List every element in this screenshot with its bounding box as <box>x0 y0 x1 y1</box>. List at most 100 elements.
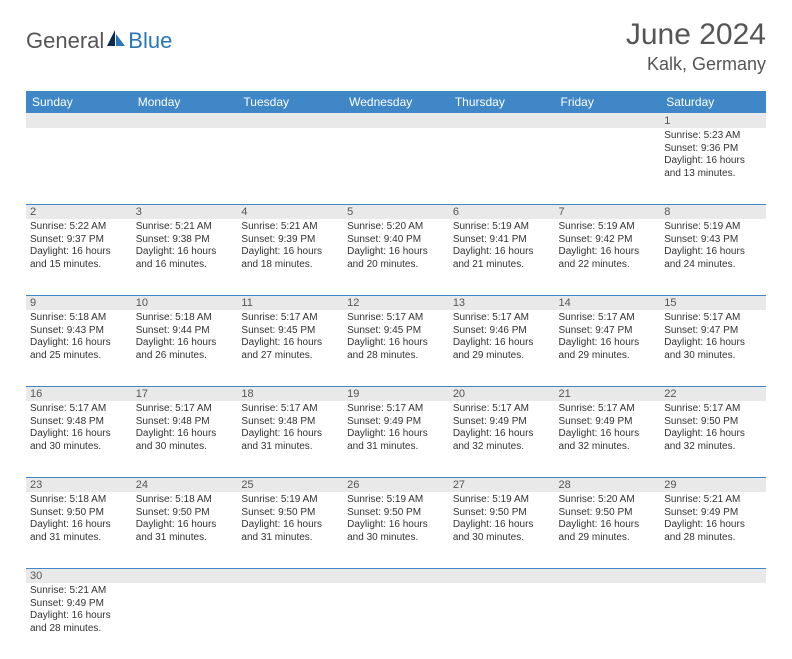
sunrise-line: Sunrise: 5:20 AM <box>347 221 445 234</box>
day-cell: Sunrise: 5:19 AMSunset: 9:50 PMDaylight:… <box>449 492 555 568</box>
day-number: 30 <box>26 568 132 583</box>
day-cell <box>237 583 343 659</box>
daylight-line: Daylight: 16 hours and 28 minutes. <box>664 519 762 544</box>
day-number: 8 <box>660 204 766 219</box>
sunrise-line: Sunrise: 5:21 AM <box>30 585 128 598</box>
sunrise-line: Sunrise: 5:19 AM <box>453 221 551 234</box>
sunset-line: Sunset: 9:43 PM <box>30 325 128 338</box>
daylight-line: Daylight: 16 hours and 27 minutes. <box>241 337 339 362</box>
daynum-row: 1 <box>26 113 766 128</box>
day-number: 21 <box>555 386 661 401</box>
day-number: 18 <box>237 386 343 401</box>
sunset-line: Sunset: 9:38 PM <box>136 234 234 247</box>
day-cell <box>132 128 238 204</box>
sunrise-line: Sunrise: 5:18 AM <box>136 494 234 507</box>
logo-text: General Blue <box>26 28 172 54</box>
sunrise-line: Sunrise: 5:19 AM <box>664 221 762 234</box>
day-cell: Sunrise: 5:21 AMSunset: 9:38 PMDaylight:… <box>132 219 238 295</box>
sunrise-line: Sunrise: 5:17 AM <box>664 403 762 416</box>
sunrise-line: Sunrise: 5:17 AM <box>559 312 657 325</box>
sunset-line: Sunset: 9:48 PM <box>241 416 339 429</box>
daynum-row: 16171819202122 <box>26 386 766 401</box>
day-number <box>26 113 132 128</box>
sunrise-line: Sunrise: 5:17 AM <box>664 312 762 325</box>
sunrise-line: Sunrise: 5:17 AM <box>453 403 551 416</box>
sunrise-line: Sunrise: 5:18 AM <box>136 312 234 325</box>
daynum-row: 23242526272829 <box>26 477 766 492</box>
week-row: Sunrise: 5:17 AMSunset: 9:48 PMDaylight:… <box>26 401 766 477</box>
sunset-line: Sunset: 9:49 PM <box>453 416 551 429</box>
day-cell: Sunrise: 5:19 AMSunset: 9:41 PMDaylight:… <box>449 219 555 295</box>
day-number <box>555 113 661 128</box>
day-number: 28 <box>555 477 661 492</box>
sunset-line: Sunset: 9:49 PM <box>30 598 128 611</box>
day-cell: Sunrise: 5:18 AMSunset: 9:43 PMDaylight:… <box>26 310 132 386</box>
day-number <box>449 113 555 128</box>
day-cell <box>660 583 766 659</box>
week-row: Sunrise: 5:23 AMSunset: 9:36 PMDaylight:… <box>26 128 766 204</box>
daylight-line: Daylight: 16 hours and 25 minutes. <box>30 337 128 362</box>
daylight-line: Daylight: 16 hours and 31 minutes. <box>347 428 445 453</box>
sunset-line: Sunset: 9:49 PM <box>559 416 657 429</box>
day-number <box>237 113 343 128</box>
sunset-line: Sunset: 9:50 PM <box>30 507 128 520</box>
day-header: Friday <box>555 91 661 113</box>
sunrise-line: Sunrise: 5:21 AM <box>136 221 234 234</box>
day-cell: Sunrise: 5:19 AMSunset: 9:50 PMDaylight:… <box>237 492 343 568</box>
day-cell: Sunrise: 5:17 AMSunset: 9:50 PMDaylight:… <box>660 401 766 477</box>
daylight-line: Daylight: 16 hours and 20 minutes. <box>347 246 445 271</box>
day-cell <box>343 128 449 204</box>
sunset-line: Sunset: 9:46 PM <box>453 325 551 338</box>
sunset-line: Sunset: 9:50 PM <box>241 507 339 520</box>
sunrise-line: Sunrise: 5:18 AM <box>30 312 128 325</box>
sunrise-line: Sunrise: 5:19 AM <box>559 221 657 234</box>
week-row: Sunrise: 5:22 AMSunset: 9:37 PMDaylight:… <box>26 219 766 295</box>
day-cell: Sunrise: 5:17 AMSunset: 9:49 PMDaylight:… <box>555 401 661 477</box>
page-title: June 2024 <box>626 18 766 52</box>
day-number: 11 <box>237 295 343 310</box>
daylight-line: Daylight: 16 hours and 31 minutes. <box>241 428 339 453</box>
day-number: 27 <box>449 477 555 492</box>
day-cell: Sunrise: 5:17 AMSunset: 9:45 PMDaylight:… <box>343 310 449 386</box>
day-cell: Sunrise: 5:22 AMSunset: 9:37 PMDaylight:… <box>26 219 132 295</box>
day-number: 24 <box>132 477 238 492</box>
logo-text-part2: Blue <box>128 28 172 53</box>
week-row: Sunrise: 5:18 AMSunset: 9:50 PMDaylight:… <box>26 492 766 568</box>
sunrise-line: Sunrise: 5:17 AM <box>136 403 234 416</box>
sunset-line: Sunset: 9:44 PM <box>136 325 234 338</box>
sunset-line: Sunset: 9:50 PM <box>136 507 234 520</box>
daylight-line: Daylight: 16 hours and 29 minutes. <box>559 337 657 362</box>
header: General Blue June 2024 Kalk, Germany <box>0 0 792 83</box>
day-header: Thursday <box>449 91 555 113</box>
daylight-line: Daylight: 16 hours and 30 minutes. <box>347 519 445 544</box>
daylight-line: Daylight: 16 hours and 18 minutes. <box>241 246 339 271</box>
sunrise-line: Sunrise: 5:17 AM <box>559 403 657 416</box>
day-cell: Sunrise: 5:17 AMSunset: 9:47 PMDaylight:… <box>555 310 661 386</box>
daylight-line: Daylight: 16 hours and 24 minutes. <box>664 246 762 271</box>
daylight-line: Daylight: 16 hours and 28 minutes. <box>30 610 128 635</box>
day-cell: Sunrise: 5:17 AMSunset: 9:46 PMDaylight:… <box>449 310 555 386</box>
day-number <box>343 568 449 583</box>
day-number <box>449 568 555 583</box>
day-number: 6 <box>449 204 555 219</box>
sunset-line: Sunset: 9:45 PM <box>347 325 445 338</box>
day-cell: Sunrise: 5:19 AMSunset: 9:42 PMDaylight:… <box>555 219 661 295</box>
sunset-line: Sunset: 9:47 PM <box>559 325 657 338</box>
day-header: Monday <box>132 91 238 113</box>
day-cell <box>132 583 238 659</box>
day-cell <box>343 583 449 659</box>
day-number: 7 <box>555 204 661 219</box>
sail-icon <box>105 28 127 48</box>
day-number: 4 <box>237 204 343 219</box>
day-cell: Sunrise: 5:21 AMSunset: 9:39 PMDaylight:… <box>237 219 343 295</box>
day-cell: Sunrise: 5:19 AMSunset: 9:43 PMDaylight:… <box>660 219 766 295</box>
day-cell: Sunrise: 5:17 AMSunset: 9:48 PMDaylight:… <box>237 401 343 477</box>
day-number <box>237 568 343 583</box>
daylight-line: Daylight: 16 hours and 15 minutes. <box>30 246 128 271</box>
day-cell: Sunrise: 5:17 AMSunset: 9:47 PMDaylight:… <box>660 310 766 386</box>
title-block: June 2024 Kalk, Germany <box>626 18 766 75</box>
day-number: 14 <box>555 295 661 310</box>
day-number: 12 <box>343 295 449 310</box>
daylight-line: Daylight: 16 hours and 31 minutes. <box>241 519 339 544</box>
sunset-line: Sunset: 9:43 PM <box>664 234 762 247</box>
